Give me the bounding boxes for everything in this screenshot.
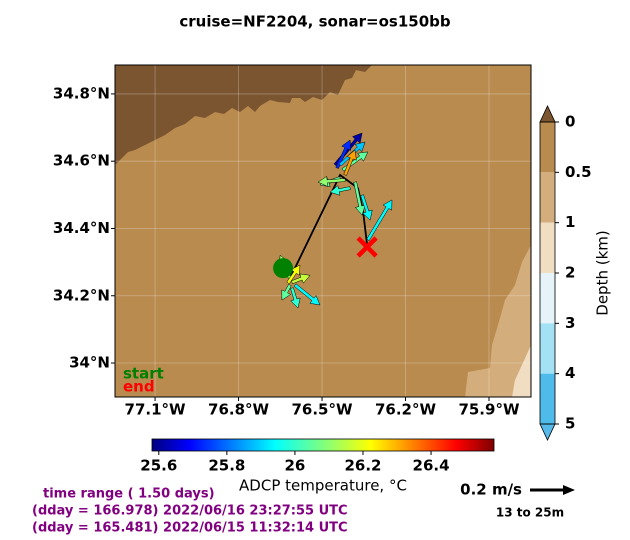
current-vector (286, 264, 301, 285)
depth-colorbar-label: Depth (km) (594, 230, 612, 315)
depth-band (540, 222, 555, 273)
depth-tick-label: 5 (565, 415, 575, 433)
depth-extend-bottom (539, 423, 556, 441)
current-vector (281, 283, 292, 301)
depth-tick-label: 4 (565, 364, 575, 382)
y-tick-label: 34.8°N (53, 84, 110, 102)
current-vector (291, 273, 311, 285)
depth-tick-label: 1 (565, 213, 575, 231)
plot-layer (115, 65, 531, 397)
shelf (465, 245, 531, 397)
y-tick-label: 34.6°N (53, 152, 110, 170)
depth-tick-label: 2 (565, 264, 575, 282)
chart-title: cruise=NF2204, sonar=os150bb (179, 13, 451, 31)
shallow (512, 345, 531, 397)
current-vector (293, 283, 321, 306)
start-label: start (123, 365, 164, 383)
current-vector (353, 181, 366, 216)
map-background (115, 65, 531, 397)
y-tick-label: 34.4°N (53, 219, 110, 237)
time-range: (dday = 165.481) 2022/06/15 11:32:14 UTC (32, 521, 348, 536)
current-vector (366, 199, 393, 242)
temp-tick-label: 25.8 (208, 457, 245, 475)
current-vector (335, 139, 352, 169)
y-tick-label: 34°N (69, 354, 110, 372)
plot-frame (114, 64, 532, 398)
y-tick-label: 34.2°N (53, 286, 110, 304)
x-tick-label: 77.1°W (125, 401, 187, 419)
depth-band (540, 323, 555, 374)
current-vector (290, 287, 301, 309)
current-vector (343, 149, 357, 176)
temp-colorbar-label: ADCP temperature, °C (239, 477, 407, 495)
x-tick-label: 76.5°W (291, 401, 353, 419)
end-label: end (123, 378, 155, 396)
end-marker (356, 236, 378, 258)
x-tick-label: 75.9°W (458, 401, 520, 419)
temp-tick-label: 26.2 (344, 457, 381, 475)
depth-band (540, 373, 555, 424)
x-tick-label: 76.8°W (208, 401, 270, 419)
x-tick-label: 76.2°W (375, 401, 437, 419)
depth-tick-label: 3 (565, 314, 575, 332)
start-marker (273, 258, 294, 279)
depth-extend-top (539, 105, 556, 123)
temp-tick-label: 25.6 (140, 457, 177, 475)
temp-colorbar (151, 438, 495, 452)
time-range: (dday = 166.978) 2022/06/16 23:27:55 UTC (32, 504, 348, 519)
current-vector (360, 194, 373, 221)
current-vector (317, 175, 346, 187)
key-arrow (530, 485, 575, 495)
temp-tick-label: 26.4 (413, 457, 450, 475)
key-label: 0.2 m/s (460, 481, 522, 499)
depth-band (540, 122, 555, 173)
temp-tick-label: 26 (284, 457, 305, 475)
current-vector (329, 185, 351, 196)
depth-band (540, 172, 555, 223)
depth-tick-label: 0 (565, 113, 575, 131)
time-range: time range ( 1.50 days) (43, 487, 215, 502)
depth-tick-label: 0.5 (565, 163, 592, 181)
key-depth: 13 to 25m (496, 506, 564, 520)
land (115, 65, 372, 165)
depth-band (540, 273, 555, 324)
